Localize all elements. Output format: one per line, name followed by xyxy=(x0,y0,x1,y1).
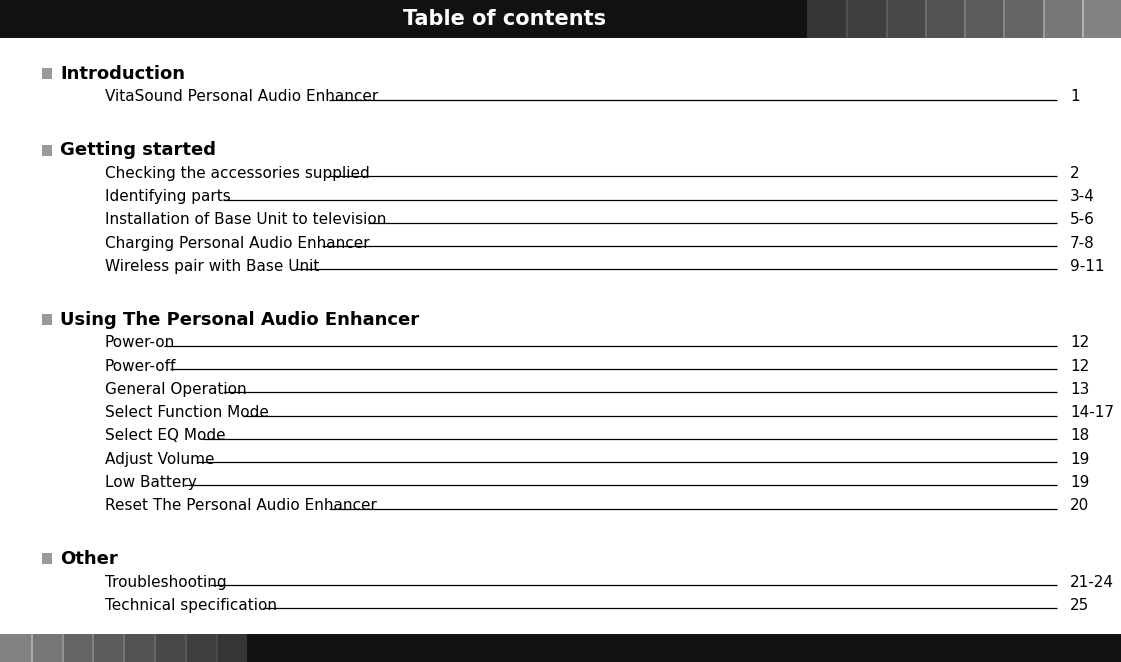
Text: Technical specification: Technical specification xyxy=(105,598,277,613)
Bar xyxy=(185,634,217,662)
Bar xyxy=(247,634,1121,662)
Text: 5-6: 5-6 xyxy=(1071,213,1095,227)
Text: 12: 12 xyxy=(1071,336,1090,350)
Bar xyxy=(1082,0,1121,38)
Text: Troubleshooting: Troubleshooting xyxy=(105,575,226,590)
Bar xyxy=(0,634,1121,662)
Text: 21-24: 21-24 xyxy=(1071,575,1114,590)
Bar xyxy=(0,0,807,38)
Text: Checking the accessories supplied: Checking the accessories supplied xyxy=(105,166,370,181)
Text: 19: 19 xyxy=(1071,475,1090,490)
Text: 2: 2 xyxy=(1071,166,1080,181)
Bar xyxy=(807,0,849,38)
Bar xyxy=(0,634,33,662)
Bar xyxy=(41,553,52,565)
Text: 1: 1 xyxy=(1071,89,1080,105)
Text: 19: 19 xyxy=(1071,451,1090,467)
Bar xyxy=(41,68,52,79)
Text: 13: 13 xyxy=(1071,382,1090,397)
Text: 12: 12 xyxy=(1071,359,1090,374)
Text: Other: Other xyxy=(61,550,118,568)
Text: Charging Personal Audio Enhancer: Charging Personal Audio Enhancer xyxy=(105,236,370,251)
Text: Getting started: Getting started xyxy=(61,141,216,160)
Bar xyxy=(123,634,156,662)
Bar xyxy=(925,0,966,38)
Text: 3-4: 3-4 xyxy=(1071,189,1095,204)
Text: 18: 18 xyxy=(1071,428,1090,444)
Bar xyxy=(31,634,64,662)
Text: Select EQ Mode: Select EQ Mode xyxy=(105,428,225,444)
Text: Wireless pair with Base Unit: Wireless pair with Base Unit xyxy=(105,259,319,274)
Text: Power-on: Power-on xyxy=(105,336,175,350)
Bar xyxy=(62,634,94,662)
Text: Adjust Volume: Adjust Volume xyxy=(105,451,214,467)
Bar xyxy=(92,634,126,662)
Text: Select Function Mode: Select Function Mode xyxy=(105,405,269,420)
Bar xyxy=(846,0,888,38)
Text: Low Battery: Low Battery xyxy=(105,475,197,490)
Bar xyxy=(154,634,187,662)
Text: Identifying parts: Identifying parts xyxy=(105,189,231,204)
Text: 14-17: 14-17 xyxy=(1071,405,1114,420)
Text: Table of contents: Table of contents xyxy=(402,9,606,29)
Text: Introduction: Introduction xyxy=(61,65,185,83)
Bar xyxy=(216,634,249,662)
Text: 9-11: 9-11 xyxy=(1071,259,1104,274)
Text: Using The Personal Audio Enhancer: Using The Personal Audio Enhancer xyxy=(61,310,419,329)
Bar xyxy=(1003,0,1045,38)
Text: VitaSound Personal Audio Enhancer: VitaSound Personal Audio Enhancer xyxy=(105,89,378,105)
Bar xyxy=(1043,0,1084,38)
Text: 25: 25 xyxy=(1071,598,1090,613)
Bar xyxy=(41,145,52,156)
Text: 7-8: 7-8 xyxy=(1071,236,1095,251)
Text: Power-off: Power-off xyxy=(105,359,176,374)
Text: 20: 20 xyxy=(1071,498,1090,513)
Text: Installation of Base Unit to television: Installation of Base Unit to television xyxy=(105,213,387,227)
Bar xyxy=(0,0,1121,38)
Bar xyxy=(886,0,927,38)
Text: Reset The Personal Audio Enhancer: Reset The Personal Audio Enhancer xyxy=(105,498,377,513)
Bar xyxy=(41,314,52,325)
Text: General Operation: General Operation xyxy=(105,382,247,397)
Bar xyxy=(964,0,1006,38)
